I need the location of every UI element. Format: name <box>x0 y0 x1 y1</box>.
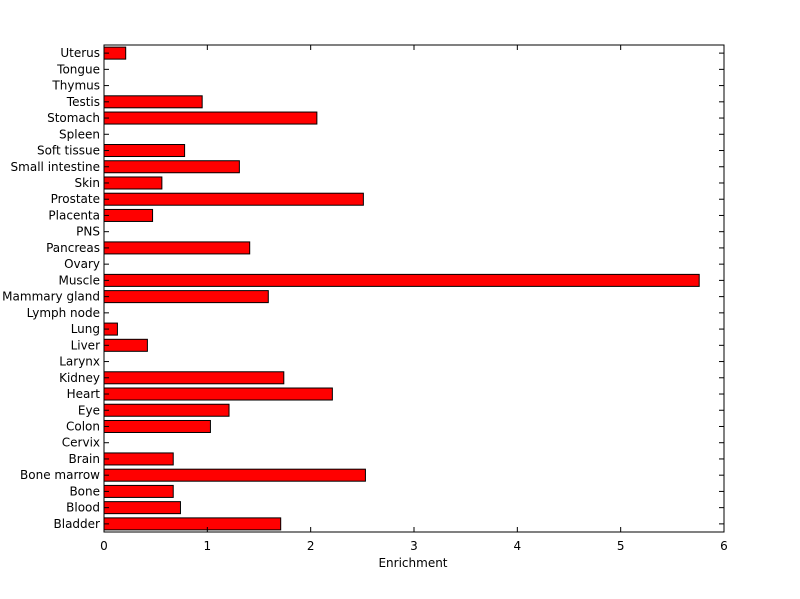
y-tick-label: PNS <box>76 225 100 239</box>
bar-muscle <box>103 273 700 287</box>
x-tick-label: 6 <box>720 539 728 553</box>
x-axis-label: Enrichment <box>378 556 447 570</box>
y-tick-label: Pancreas <box>46 241 100 255</box>
y-tick-label: Placenta <box>48 208 100 222</box>
bar-soft-tissue <box>103 144 186 158</box>
y-tick-label: Lung <box>71 322 100 336</box>
y-tick-label: Bone <box>69 484 100 498</box>
bar-kidney <box>103 371 285 385</box>
y-tick-label: Skin <box>74 176 100 190</box>
y-tick-label: Spleen <box>59 127 100 141</box>
y-tick-label: Lymph node <box>27 306 100 320</box>
y-tick-label: Soft tissue <box>37 144 100 158</box>
y-tick-label: Ovary <box>64 257 100 271</box>
y-tick-label: Thymus <box>51 79 100 93</box>
y-tick-label: Eye <box>78 403 100 417</box>
y-tick-label: Brain <box>69 452 100 466</box>
bar-bone <box>103 484 174 498</box>
y-axis-ticks: Bladder Blood Bone Bone marrow Brain Cervix Co… <box>2 46 724 531</box>
x-tick-label: 3 <box>410 539 418 553</box>
x-tick-label: 2 <box>307 539 315 553</box>
bar-mammary-gland <box>103 290 269 304</box>
y-tick-label: Bladder <box>54 517 101 531</box>
bar-eye <box>103 403 230 417</box>
y-tick-label: Cervix <box>62 436 100 450</box>
bar-colon <box>103 419 211 433</box>
y-tick-label: Small intestine <box>11 160 100 174</box>
y-tick-label: Mammary gland <box>2 290 100 304</box>
bar-stomach <box>103 111 318 125</box>
x-tick-label: 5 <box>617 539 625 553</box>
y-tick-label: Tongue <box>56 62 100 76</box>
bar-liver <box>103 338 148 352</box>
y-tick-label: Liver <box>71 338 101 352</box>
x-tick-label: 4 <box>514 539 522 553</box>
bar-placenta <box>103 208 154 222</box>
y-tick-label: Stomach <box>47 111 100 125</box>
bar-skin <box>103 176 163 190</box>
x-tick-label: 0 <box>100 539 108 553</box>
y-tick-label: Blood <box>66 501 100 515</box>
bar-pancreas <box>103 241 251 255</box>
y-tick-label: Uterus <box>60 46 100 60</box>
y-tick-label: Larynx <box>59 355 100 369</box>
bar-testis <box>103 95 203 109</box>
bar-heart <box>103 387 333 401</box>
y-tick-label: Kidney <box>59 371 100 385</box>
y-tick-label: Colon <box>66 419 100 433</box>
bar-prostate <box>103 192 364 206</box>
bar-brain <box>103 452 174 466</box>
y-tick-label: Bone marrow <box>20 468 100 482</box>
y-tick-label: Testis <box>66 95 100 109</box>
bar-bladder <box>103 517 282 531</box>
y-tick-label: Muscle <box>58 273 100 287</box>
y-tick-label: Prostate <box>51 192 100 206</box>
x-tick-label: 1 <box>204 539 212 553</box>
y-tick-label: Heart <box>67 387 101 401</box>
bar-blood <box>103 501 181 515</box>
x-axis-ticks: 0 1 2 3 4 5 6 <box>100 45 728 553</box>
bar-bone-marrow <box>103 468 366 482</box>
bars-layer <box>103 46 700 531</box>
bar-small-intestine <box>103 160 240 174</box>
